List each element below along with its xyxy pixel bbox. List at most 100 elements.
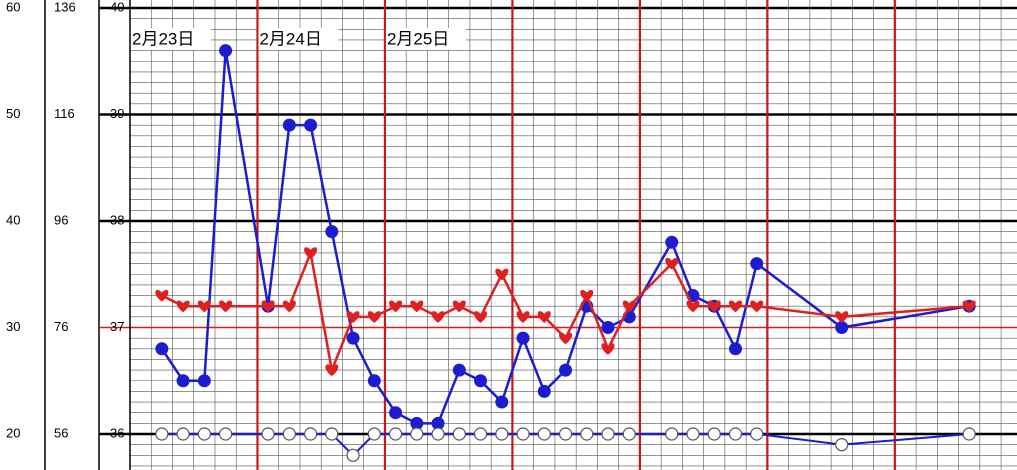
- open-marker: [707, 427, 721, 441]
- y3-tick-label: 20: [6, 425, 20, 440]
- point-marker: [559, 363, 573, 377]
- point-marker: [431, 416, 445, 430]
- heart-marker: [728, 300, 743, 313]
- heart-marker: [452, 300, 466, 313]
- point-marker: [601, 321, 615, 334]
- open-marker: [410, 427, 424, 441]
- point-marker: [155, 342, 169, 356]
- point-marker: [410, 416, 424, 430]
- heart-marker: [346, 311, 360, 323]
- date-label: 2月25日: [387, 29, 449, 48]
- heart-marker: [686, 300, 700, 313]
- heart-marker: [580, 289, 594, 302]
- point-marker: [346, 331, 360, 345]
- heart-marker: [261, 300, 275, 313]
- y-tick-label: 36: [110, 425, 124, 440]
- point-marker: [728, 342, 742, 356]
- point-marker: [495, 395, 509, 409]
- open-marker: [665, 427, 679, 441]
- open-marker: [282, 427, 296, 441]
- y2-tick-label: 96: [54, 212, 68, 227]
- date-label-bg: [385, 28, 466, 50]
- heart-marker: [601, 343, 615, 355]
- date-label-bg: [131, 28, 211, 50]
- open-marker: [431, 427, 445, 441]
- heart-marker: [537, 311, 551, 323]
- point-marker: [750, 257, 764, 271]
- open-marker: [750, 427, 764, 441]
- heart-marker: [474, 311, 488, 323]
- open-marker: [495, 427, 509, 441]
- point-marker: [219, 44, 233, 58]
- point-marker: [835, 321, 849, 334]
- open-marker: [303, 427, 318, 441]
- heart-marker: [304, 247, 318, 259]
- point-marker: [474, 374, 488, 388]
- heart-marker: [197, 300, 211, 313]
- y-tick-label: 38: [110, 212, 124, 227]
- date-label-bg: [258, 28, 339, 50]
- point-marker: [537, 384, 551, 398]
- heart-marker: [431, 311, 445, 323]
- heart-marker: [155, 289, 169, 302]
- point-marker: [516, 331, 530, 345]
- point-marker: [282, 118, 296, 132]
- heart-marker: [282, 300, 296, 313]
- y-tick-label: 37: [110, 319, 124, 334]
- heart-marker: [176, 300, 190, 313]
- open-marker: [601, 427, 615, 441]
- y-tick-label: 39: [110, 106, 124, 121]
- y2-tick-label: 116: [54, 106, 75, 121]
- heart-marker: [367, 311, 381, 323]
- open-marker: [686, 427, 700, 441]
- open-marker: [537, 427, 551, 441]
- heart-marker: [835, 311, 849, 323]
- heart-marker: [559, 332, 573, 345]
- open-marker: [155, 427, 169, 441]
- y3-tick-label: 40: [6, 212, 20, 227]
- heart-marker: [962, 300, 976, 313]
- y3-tick-label: 60: [6, 0, 20, 14]
- heart-marker: [665, 257, 679, 270]
- y2-tick-label: 76: [54, 319, 68, 334]
- point-marker: [304, 118, 318, 132]
- heart-marker: [325, 364, 339, 377]
- heart-marker: [750, 300, 764, 313]
- y3-tick-label: 50: [6, 106, 20, 121]
- point-marker: [325, 225, 339, 239]
- open-marker: [176, 427, 190, 441]
- date-label: 2月23日: [132, 29, 194, 48]
- point-marker: [367, 374, 381, 388]
- point-marker: [452, 363, 466, 377]
- open-marker: [580, 427, 594, 441]
- heart-marker: [495, 268, 509, 281]
- point-marker: [389, 406, 403, 420]
- open-marker: [219, 427, 233, 441]
- heart-marker: [389, 300, 403, 313]
- open-marker: [197, 427, 211, 441]
- y2-tick-label: 136: [54, 0, 76, 14]
- heart-marker: [410, 300, 424, 313]
- open-marker: [622, 427, 636, 441]
- open-marker: [962, 427, 976, 441]
- date-label: 2月24日: [259, 29, 321, 48]
- heart-marker: [622, 300, 636, 313]
- open-marker: [346, 448, 360, 462]
- open-marker: [325, 427, 339, 441]
- open-marker: [516, 427, 530, 441]
- open-marker: [473, 427, 488, 441]
- point-marker: [665, 235, 679, 249]
- open-marker: [558, 427, 573, 441]
- open-marker: [261, 427, 275, 441]
- y2-tick-label: 56: [54, 425, 68, 440]
- open-marker: [835, 438, 849, 452]
- heart-marker: [219, 300, 233, 313]
- y-tick-label: 40: [110, 0, 124, 14]
- open-marker: [388, 427, 403, 441]
- point-marker: [176, 374, 190, 388]
- open-marker: [728, 427, 743, 441]
- point-marker: [197, 374, 211, 388]
